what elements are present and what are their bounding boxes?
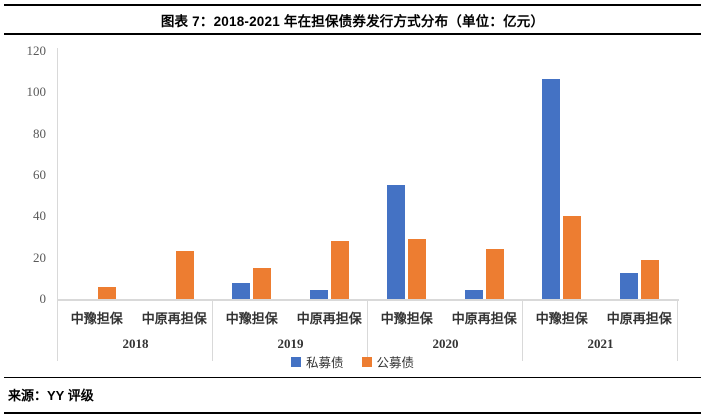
year-label: 2019 xyxy=(277,336,304,351)
category-label: 中原再担保 xyxy=(141,311,207,326)
x-axis-baseline xyxy=(57,299,679,301)
bar-公募债 xyxy=(175,251,194,299)
legend-label: 私募债 xyxy=(305,356,344,370)
bar-pair xyxy=(136,251,214,299)
bar-pair xyxy=(523,79,601,299)
y-tick-label: 60 xyxy=(33,167,46,182)
bar-pair xyxy=(58,287,136,299)
bar-pair xyxy=(601,260,679,299)
category-divider xyxy=(522,299,523,361)
year-group: 中豫担保 中原再担保 2020 xyxy=(368,51,524,351)
plot-area: 中豫担保 中原再担保 2018 中豫担保 中原再担保 2019 中豫担保 中原再担保 2020 中… xyxy=(58,51,679,351)
bar-私募债 xyxy=(309,290,328,299)
bar-私募债 xyxy=(387,185,406,299)
category-cell: 中豫担保 xyxy=(213,51,291,326)
category-divider xyxy=(677,299,678,361)
category-cell: 中原再担保 xyxy=(136,51,214,326)
top-rule xyxy=(4,4,701,6)
y-tick-label: 20 xyxy=(33,249,46,265)
bar-pair xyxy=(368,185,446,299)
y-tick-label: 100 xyxy=(26,84,47,100)
category-cell: 中豫担保 xyxy=(58,51,136,326)
year-label: 2020 xyxy=(432,336,459,351)
y-tick-label: 0 xyxy=(39,291,47,306)
category-divider xyxy=(57,299,58,361)
bar-公募债 xyxy=(253,268,272,299)
bar-pair xyxy=(291,241,369,299)
bar-pair xyxy=(446,249,524,299)
source-text: 来源：YY 评级 xyxy=(8,388,94,403)
legend: 私募债 公募债 xyxy=(0,352,705,371)
bottom-rule xyxy=(4,412,701,414)
y-tick-label: 120 xyxy=(26,43,47,58)
bar-公募债 xyxy=(563,216,582,299)
bar-pair xyxy=(213,268,291,299)
category-label: 中豫担保 xyxy=(225,311,278,326)
bar-公募债 xyxy=(330,241,349,299)
category-label: 中豫担保 xyxy=(70,311,123,326)
y-tick-label: 80 xyxy=(33,125,46,141)
category-divider xyxy=(367,299,368,361)
year-group: 中豫担保 中原再担保 2019 xyxy=(213,51,369,351)
source-rule xyxy=(4,377,701,378)
bar-私募债 xyxy=(619,273,638,299)
category-cell: 中原再担保 xyxy=(446,51,524,326)
legend-label: 公募债 xyxy=(376,356,415,370)
chart-title: 图表 7：2018-2021 年在担保债券发行方式分布（单位：亿元） xyxy=(160,14,545,29)
legend-swatch-public-bond xyxy=(361,356,372,367)
year-label: 2018 xyxy=(122,336,149,351)
category-label: 中豫担保 xyxy=(380,311,433,326)
category-cell: 中原再担保 xyxy=(601,51,679,326)
bar-公募债 xyxy=(98,287,117,299)
bar-私募债 xyxy=(542,79,561,299)
category-label: 中豫担保 xyxy=(535,311,588,326)
category-cell: 中豫担保 xyxy=(523,51,601,326)
year-label: 2021 xyxy=(587,336,614,351)
category-cell: 中原再担保 xyxy=(291,51,369,326)
legend-swatch-private-bond xyxy=(290,356,301,367)
bar-私募债 xyxy=(232,283,251,299)
year-group: 中豫担保 中原再担保 2018 xyxy=(58,51,214,351)
legend-item-private-bond: 私募债 xyxy=(290,352,344,371)
legend-item-public-bond: 公募债 xyxy=(361,352,415,371)
y-axis-line xyxy=(57,48,58,299)
title-underline-rule xyxy=(4,33,701,35)
category-cell: 中豫担保 xyxy=(368,51,446,326)
bar-公募债 xyxy=(485,249,504,299)
y-axis: 120 100 80 60 40 20 0 xyxy=(0,0,47,418)
y-tick-label: 40 xyxy=(33,208,46,224)
category-label: 中原再担保 xyxy=(451,311,517,326)
bar-公募债 xyxy=(640,260,659,299)
category-label: 中原再担保 xyxy=(606,311,672,326)
category-divider xyxy=(212,299,213,361)
year-group: 中豫担保 中原再担保 2021 xyxy=(523,51,679,351)
category-label: 中原再担保 xyxy=(296,311,362,326)
bar-公募债 xyxy=(408,239,427,299)
bar-私募债 xyxy=(464,290,483,299)
